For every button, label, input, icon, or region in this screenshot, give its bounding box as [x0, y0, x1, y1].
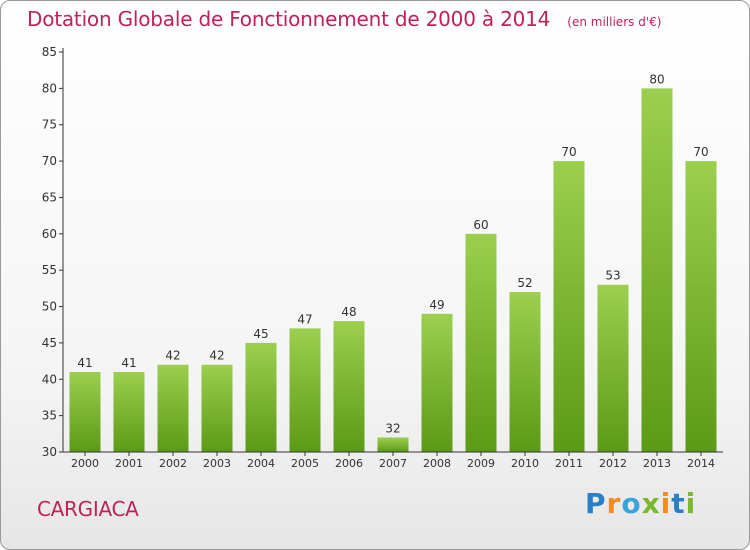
bar-2012 [597, 284, 629, 452]
x-tick-label-2009: 2009 [467, 457, 495, 470]
y-tick-label-35: 35 [42, 409, 57, 423]
bar-2006 [333, 321, 365, 452]
bar-2008 [421, 313, 453, 452]
bar-2009 [465, 233, 497, 452]
y-tick-label-50: 50 [42, 300, 57, 314]
bar-2014 [685, 161, 717, 452]
bar-2007 [377, 437, 409, 452]
y-tick-label-85: 85 [42, 45, 57, 59]
x-tick-label-2006: 2006 [335, 457, 363, 470]
x-tick-label-2014: 2014 [687, 457, 715, 470]
bar-2010 [509, 292, 541, 452]
value-label-2008: 49 [429, 298, 444, 312]
y-tick-label-80: 80 [42, 81, 57, 95]
value-label-2003: 42 [209, 349, 224, 363]
x-tick-label-2004: 2004 [247, 457, 275, 470]
y-tick-label-45: 45 [42, 336, 57, 350]
y-tick-label-40: 40 [42, 372, 57, 386]
x-tick-label-2002: 2002 [159, 457, 187, 470]
y-tick-label-55: 55 [42, 263, 57, 277]
bar-2011 [553, 161, 585, 452]
x-tick-label-2005: 2005 [291, 457, 319, 470]
bar-2005 [289, 328, 321, 452]
x-tick-label-2010: 2010 [511, 457, 539, 470]
bar-2004 [245, 342, 277, 452]
x-tick-label-2001: 2001 [115, 457, 143, 470]
value-label-2010: 52 [517, 276, 532, 290]
value-label-2005: 47 [297, 312, 312, 326]
x-tick-label-2011: 2011 [555, 457, 583, 470]
bar-2003 [201, 364, 233, 452]
y-tick-label-60: 60 [42, 227, 57, 241]
commune-name: CARGIACA [37, 497, 139, 521]
x-tick-label-2000: 2000 [71, 457, 99, 470]
value-label-2009: 60 [473, 218, 488, 232]
y-tick-label-75: 75 [42, 118, 57, 132]
chart-title: Dotation Globale de Fonctionnement de 20… [27, 7, 551, 31]
value-label-2001: 41 [121, 356, 136, 370]
x-tick-label-2013: 2013 [643, 457, 671, 470]
y-tick-label-70: 70 [42, 154, 57, 168]
bar-2002 [157, 364, 189, 452]
value-label-2011: 70 [561, 145, 576, 159]
y-tick-label-65: 65 [42, 190, 57, 204]
value-label-2006: 48 [341, 305, 356, 319]
value-label-2013: 80 [649, 72, 664, 86]
value-label-2000: 41 [77, 356, 92, 370]
x-tick-label-2007: 2007 [379, 457, 407, 470]
proxiti-logo[interactable]: Proxiti [585, 487, 697, 520]
bar-2013 [641, 88, 673, 452]
value-label-2012: 53 [605, 269, 620, 283]
bar-2000 [69, 372, 101, 452]
chart-header: Dotation Globale de Fonctionnement de 20… [27, 7, 661, 31]
chart-subtitle: (en milliers d'€) [567, 15, 662, 29]
value-label-2002: 42 [165, 349, 180, 363]
value-label-2007: 32 [385, 421, 400, 435]
x-tick-label-2008: 2008 [423, 457, 451, 470]
y-tick-label-30: 30 [42, 445, 57, 459]
x-tick-label-2003: 2003 [203, 457, 231, 470]
value-label-2004: 45 [253, 327, 268, 341]
bar-2001 [113, 372, 145, 452]
value-label-2014: 70 [693, 145, 708, 159]
x-tick-label-2012: 2012 [599, 457, 627, 470]
